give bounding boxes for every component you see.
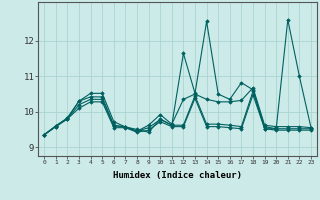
X-axis label: Humidex (Indice chaleur): Humidex (Indice chaleur) <box>113 171 242 180</box>
